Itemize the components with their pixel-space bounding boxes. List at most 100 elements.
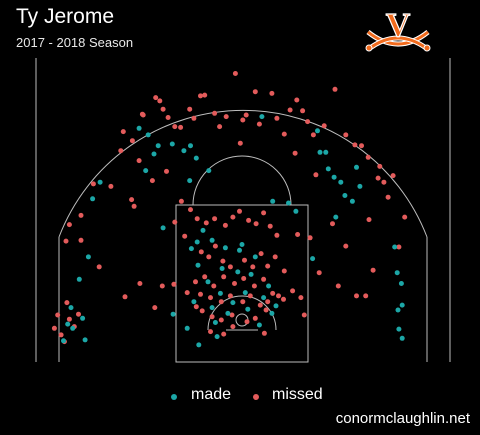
shot-made — [193, 155, 199, 161]
shot-missed — [223, 114, 229, 120]
shot-missed — [365, 154, 371, 160]
shot-missed — [370, 267, 376, 273]
shot-missed — [220, 258, 226, 264]
shot-missed — [122, 294, 128, 300]
shot-made — [235, 269, 241, 275]
shot-missed — [295, 232, 301, 237]
shot-missed — [212, 110, 218, 116]
shot-missed — [305, 119, 311, 125]
shot-missed — [281, 296, 286, 302]
shot-made — [315, 128, 320, 134]
shot-missed — [227, 264, 233, 270]
shot-made — [252, 254, 258, 260]
shot-missed — [139, 111, 145, 117]
legend-made-label: made — [191, 386, 232, 403]
shot-made — [323, 149, 329, 155]
shot-missed — [343, 132, 349, 138]
shot-missed — [330, 221, 335, 227]
chart-title: Ty Jerome — [16, 5, 115, 28]
shot-missed — [274, 232, 280, 238]
shot-missed — [381, 179, 387, 185]
chart-subtitle: 2017 - 2018 Season — [16, 35, 134, 50]
shot-missed — [237, 140, 243, 146]
shot-missed — [208, 295, 213, 301]
shot-missed — [172, 124, 178, 130]
shot-missed — [76, 311, 81, 317]
shot-missed — [363, 293, 369, 299]
shot-missed — [194, 216, 200, 222]
shot-made — [270, 198, 276, 204]
shot-missed — [316, 270, 322, 276]
shot-made — [354, 164, 359, 170]
shot-missed — [269, 90, 275, 96]
shot-made — [242, 290, 248, 296]
logo-letter: V — [386, 7, 411, 44]
shot-missed — [250, 264, 256, 270]
shot-missed — [396, 244, 402, 250]
shot-made — [398, 281, 404, 286]
shot-missed — [377, 163, 383, 169]
shot-missed — [63, 238, 69, 244]
shot-missed — [298, 295, 304, 301]
shot-missed — [229, 312, 235, 318]
shot-made — [338, 179, 344, 185]
shot-missed — [390, 173, 396, 179]
shot-missed — [332, 86, 338, 92]
shot-made — [245, 306, 251, 312]
credit-text: conormclaughlin.net — [335, 410, 470, 427]
legend-missed-dot — [253, 394, 259, 400]
shot-made — [273, 303, 279, 309]
shot-made — [219, 266, 225, 271]
legend: made missed — [0, 386, 480, 408]
shot-missed — [261, 330, 267, 336]
shot-made — [143, 168, 149, 174]
shot-missed — [184, 290, 190, 296]
shot-made — [331, 174, 337, 180]
shot-missed — [301, 312, 307, 318]
shot-missed — [265, 299, 271, 305]
shot-missed — [272, 254, 278, 260]
shot-missed — [108, 183, 114, 189]
shot-missed — [78, 237, 84, 243]
shot-made — [194, 239, 200, 245]
shot-missed — [90, 181, 96, 187]
shot-missed — [281, 131, 287, 137]
shot-made — [151, 151, 157, 157]
shot-missed — [211, 283, 217, 289]
shot-missed — [313, 172, 319, 178]
shot-made — [286, 200, 291, 206]
legend-made-dot — [171, 394, 177, 400]
virginia-logo: V — [365, 6, 431, 52]
shot-made — [70, 325, 76, 331]
shot-missed — [165, 115, 171, 120]
shot-made — [394, 270, 400, 276]
shot-missed — [66, 316, 72, 322]
shot-made — [237, 247, 242, 253]
shot-missed — [281, 268, 287, 274]
shot-missed — [198, 93, 203, 99]
shot-missed — [191, 115, 197, 121]
shot-made — [205, 279, 211, 285]
shot-missed — [182, 233, 188, 239]
shot-missed — [217, 124, 223, 130]
shot-made — [145, 132, 151, 138]
shot-made — [209, 305, 215, 311]
shot-missed — [227, 293, 233, 299]
shot-missed — [274, 115, 280, 121]
shot-missed — [209, 314, 215, 320]
legend-missed-label: missed — [272, 386, 323, 403]
shot-missed — [241, 276, 247, 281]
shot-made — [90, 196, 96, 202]
shot-missed — [247, 293, 253, 299]
shot-missed — [203, 220, 209, 226]
shot-made — [342, 193, 348, 198]
shot-made — [212, 320, 218, 325]
shot-made — [239, 242, 245, 247]
shot-made — [187, 178, 193, 184]
shot-missed — [232, 281, 237, 286]
shot-made — [230, 300, 236, 306]
shot-missed — [257, 302, 263, 308]
shot-missed — [136, 158, 142, 164]
shot-made — [170, 311, 176, 317]
